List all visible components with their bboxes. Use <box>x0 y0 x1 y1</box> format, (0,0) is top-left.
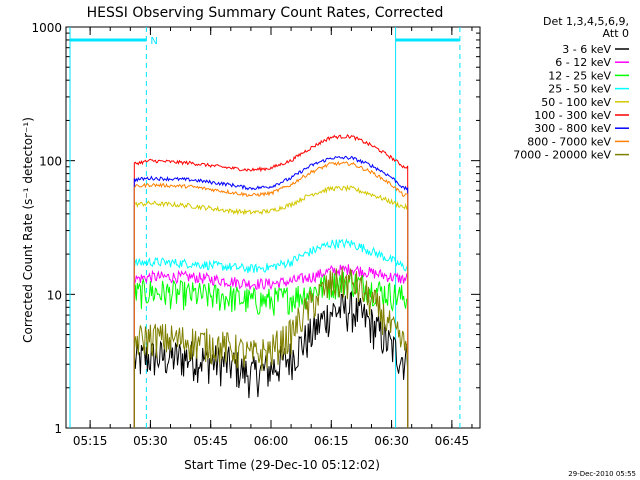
x-tick-label: 06:45 <box>435 434 470 448</box>
legend-entry-label: 7000 - 20000 keV <box>513 149 611 162</box>
series-line <box>133 264 409 428</box>
y-tick-label: 1000 <box>31 21 62 35</box>
y-tick-label: 10 <box>47 288 62 302</box>
x-axis-label: Start Time (29-Dec-10 05:12:02) <box>184 458 380 472</box>
legend-entry-label: 12 - 25 keV <box>548 69 611 82</box>
chart-title: HESSI Observing Summary Count Rates, Cor… <box>87 5 444 21</box>
flag-label: N <box>150 36 157 47</box>
series-line <box>133 184 409 428</box>
legend-entry-label: 800 - 7000 keV <box>527 135 611 148</box>
series-line <box>133 271 409 428</box>
legend-entry-label: 100 - 300 keV <box>534 109 611 122</box>
x-tick-label: 05:30 <box>133 434 168 448</box>
y-tick-label: 100 <box>39 155 62 169</box>
series-line <box>133 155 409 428</box>
legend-header-line-2: Att 0 <box>603 27 629 40</box>
x-tick-label: 06:00 <box>254 434 289 448</box>
x-tick-label: 05:15 <box>73 434 108 448</box>
series-line <box>133 161 409 428</box>
legend-entry-label: 300 - 800 keV <box>534 122 611 135</box>
x-tick-label: 06:15 <box>314 434 349 448</box>
legend-entry-label: 3 - 6 keV <box>562 43 611 56</box>
series-line <box>133 267 409 428</box>
legend-header-line-1: Det 1,3,4,5,6,9, <box>543 15 629 28</box>
footer-timestamp: 29-Dec-2010 05:55 <box>568 470 636 478</box>
x-tick-label: 06:30 <box>374 434 409 448</box>
y-tick-label: 1 <box>54 422 62 436</box>
series-line <box>133 238 409 428</box>
legend-entry-label: 6 - 12 keV <box>555 56 611 69</box>
series-line <box>133 134 409 428</box>
y-axis-label: Corrected Count Rate (s⁻¹ detector⁻¹) <box>21 117 35 343</box>
x-tick-label: 05:45 <box>193 434 228 448</box>
plot-area: 05:15 05:30 05:45 06:00 06:15 06:30 06:45 1 10 10… <box>31 21 481 448</box>
legend-entry-label: 25 - 50 keV <box>548 83 611 96</box>
legend-entry-label: 50 - 100 keV <box>541 96 611 109</box>
plot-frame <box>65 26 481 429</box>
